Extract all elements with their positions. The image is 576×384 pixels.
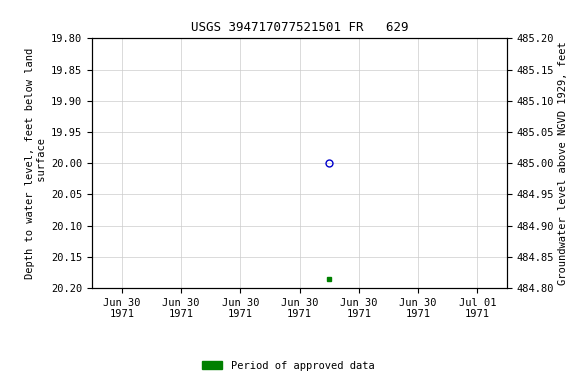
- Legend: Period of approved data: Period of approved data: [198, 357, 378, 375]
- Y-axis label: Groundwater level above NGVD 1929, feet: Groundwater level above NGVD 1929, feet: [558, 41, 569, 285]
- Y-axis label: Depth to water level, feet below land
 surface: Depth to water level, feet below land su…: [25, 48, 47, 279]
- Title: USGS 394717077521501 FR   629: USGS 394717077521501 FR 629: [191, 22, 408, 35]
